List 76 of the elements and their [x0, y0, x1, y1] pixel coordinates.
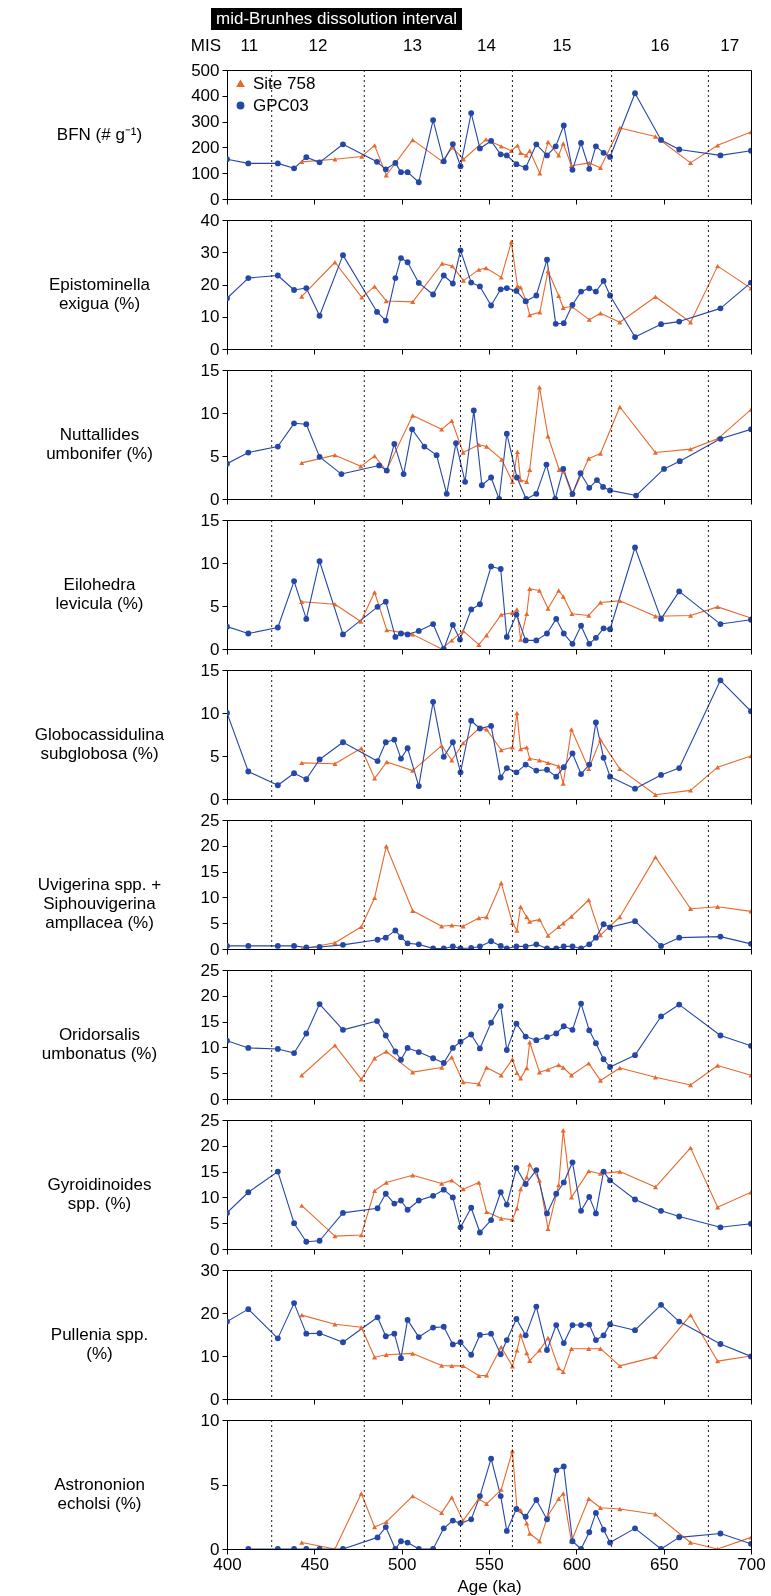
y-axis-title: Pullenia spp. (%): [50, 1325, 149, 1363]
text: 13: [402, 36, 422, 55]
y-tick-label: 10: [200, 403, 220, 423]
text: 15: [552, 36, 572, 55]
y-axis-title: BFN (# g⁻¹): [56, 125, 143, 144]
x-tick-label: 700: [737, 1554, 766, 1574]
y-tick-label: 10: [200, 703, 220, 723]
y-axis-title: Nuttallides umbonifer (%): [46, 425, 153, 463]
y-tick-label: 100: [191, 163, 220, 183]
y-tick-label: 0: [210, 1089, 220, 1109]
text: 17: [720, 36, 740, 55]
y-tick-label: 10: [200, 887, 220, 907]
y-tick-label: 15: [200, 862, 220, 882]
y-tick-label: 15: [200, 360, 220, 380]
y-tick-label: 0: [210, 639, 220, 659]
y-tick-label: 500: [191, 60, 220, 80]
y-tick-label: 0: [210, 1389, 220, 1409]
y-tick-label: 15: [200, 1162, 220, 1182]
y-tick-label: 20: [200, 275, 220, 294]
y-tick-label: 30: [200, 1260, 220, 1280]
text: 16: [650, 36, 670, 55]
y-tick-label: 10: [200, 1187, 220, 1207]
y-tick-label: 25: [200, 960, 220, 980]
y-tick-label: 5: [210, 746, 220, 766]
y-tick-label: 5: [210, 1063, 220, 1083]
y-axis-title: Oridorsalis umbonatus (%): [41, 1025, 158, 1063]
y-tick-label: 0: [210, 489, 220, 509]
legend-label: Site 758: [253, 73, 316, 93]
y-axis-title: Astrononion echolsi (%): [54, 1475, 145, 1513]
y-tick-label: 30: [200, 242, 220, 262]
x-axis-title: Age (ka): [457, 1576, 522, 1596]
y-tick-label: 0: [210, 789, 220, 809]
x-tick-label: 650: [649, 1554, 679, 1574]
y-axis-title: Uvigerina spp. + Siphouvigerina ampllacea (%): [37, 875, 162, 932]
y-axis-title: Gyroidinoides spp. (%): [47, 1175, 152, 1213]
y-tick-label: 5: [210, 596, 220, 616]
text: MIS: [190, 36, 221, 55]
y-tick-label: 5: [210, 446, 220, 466]
y-tick-label: 20: [200, 1136, 220, 1156]
y-tick-label: 40: [200, 210, 220, 230]
y-tick-label: 5: [210, 1475, 220, 1494]
y-tick-label: 10: [200, 1346, 220, 1366]
text: 14: [477, 36, 496, 55]
y-tick-label: 10: [200, 553, 220, 573]
y-tick-label: 20: [200, 986, 220, 1006]
x-tick-label: 550: [475, 1554, 504, 1574]
y-tick-label: 400: [191, 86, 220, 106]
text: 12: [308, 36, 328, 55]
y-tick-label: 0: [210, 1539, 220, 1559]
y-tick-label: 25: [200, 810, 220, 830]
y-tick-label: 15: [200, 1012, 220, 1032]
y-tick-label: 300: [191, 112, 220, 132]
y-tick-label: 0: [210, 339, 220, 359]
y-tick-label: 20: [200, 836, 220, 856]
text: mid-Brunhes dissolution interval: [211, 8, 462, 30]
y-tick-label: 10: [200, 1037, 220, 1057]
y-axis-title: Eilohedra levicula (%): [55, 575, 144, 613]
x-tick-label: 600: [562, 1554, 592, 1574]
text: 11: [240, 36, 259, 55]
y-tick-label: 0: [210, 1239, 220, 1259]
y-tick-label: 15: [200, 660, 220, 680]
y-tick-label: 25: [200, 1110, 220, 1130]
y-tick-label: 5: [210, 913, 220, 933]
y-tick-label: 10: [200, 1410, 220, 1430]
y-tick-label: 0: [210, 189, 220, 209]
y-tick-label: 0: [210, 939, 220, 959]
y-tick-label: 200: [191, 137, 220, 157]
y-tick-label: 20: [200, 1303, 220, 1323]
x-tick-label: 500: [387, 1554, 417, 1574]
y-axis-title: Globocassidulina subglobosa (%): [34, 725, 165, 763]
y-axis-title: Epistominella exigua (%): [48, 275, 151, 313]
y-tick-label: 15: [200, 510, 220, 530]
y-tick-label: 5: [210, 1213, 220, 1233]
y-tick-label: 10: [200, 307, 220, 327]
legend-label: GPC03: [253, 95, 309, 115]
x-tick-label: 450: [300, 1554, 330, 1574]
